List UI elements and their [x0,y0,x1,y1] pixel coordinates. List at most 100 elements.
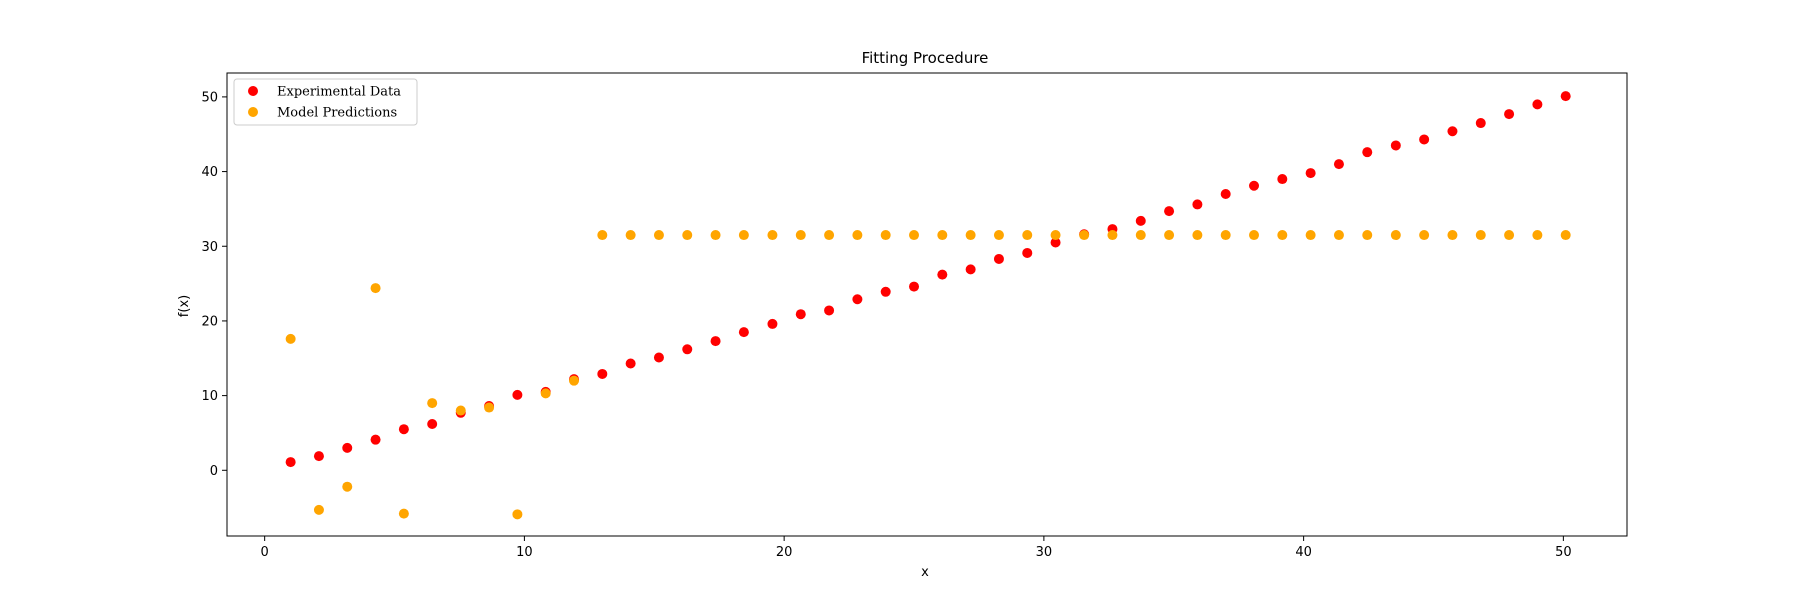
data-point [1022,230,1033,241]
x-tick-label: 30 [1036,545,1053,560]
legend: Experimental Data Model Predictions [233,78,418,126]
data-point [653,352,664,363]
data-point [313,504,324,515]
x-axis: 0 10 20 30 40 50 [261,536,1572,560]
y-tick-label: 50 [201,90,218,105]
data-point [342,481,353,492]
x-tick-label: 10 [516,545,533,560]
data-point [455,405,466,416]
data-point [1560,91,1571,102]
x-tick-label: 0 [261,545,269,560]
data-point [1164,206,1175,217]
data-point [1560,230,1571,241]
data-point [767,318,778,329]
data-point [398,508,409,519]
data-point [1305,168,1316,179]
legend-marker [248,86,258,96]
data-point [1277,230,1288,241]
x-tick-label: 20 [776,545,793,560]
y-tick-label: 20 [201,314,218,329]
data-point [880,230,891,241]
data-point [767,230,778,241]
data-point [795,309,806,320]
data-point [710,230,721,241]
data-point [1504,109,1515,120]
data-point [398,424,409,435]
data-point [342,442,353,453]
data-point [1532,230,1543,241]
data-point [1192,230,1203,241]
data-point [1220,188,1231,199]
data-point [993,230,1004,241]
data-point [965,230,976,241]
data-point [1447,230,1458,241]
y-tick-label: 10 [201,389,218,404]
data-point [370,434,381,445]
data-point [1305,230,1316,241]
legend-label: Experimental Data [277,85,401,100]
plot-area [226,72,1628,537]
data-point [427,398,438,409]
y-axis: 0 10 20 30 40 50 [201,90,227,479]
data-point [1532,99,1543,110]
data-point [1135,230,1146,241]
x-tick-label: 50 [1555,545,1572,560]
data-point [1107,230,1118,241]
data-point [909,230,920,241]
x-tick-label: 40 [1295,545,1312,560]
legend-label: Model Predictions [277,106,397,121]
data-point [1475,230,1486,241]
data-point [1419,134,1430,145]
x-axis-label: x [921,565,929,580]
data-point [512,389,523,400]
data-point [1050,237,1061,248]
data-point [1249,230,1260,241]
data-point [313,451,324,462]
data-point [1022,247,1033,258]
data-point [597,368,608,379]
data-point [1333,230,1344,241]
data-point [540,388,551,399]
data-point [710,336,721,347]
data-point [1333,159,1344,170]
chart-title: Fitting Procedure [862,49,989,67]
y-tick-label: 30 [201,240,218,255]
data-point [937,230,948,241]
data-point [1362,147,1373,158]
data-point [852,230,863,241]
data-point [625,358,636,369]
data-point [1475,118,1486,129]
data-point [682,344,693,355]
legend-marker [248,107,258,117]
data-point [1220,230,1231,241]
data-point [1164,230,1175,241]
data-point [852,294,863,305]
data-point [625,230,636,241]
data-point [824,230,835,241]
data-point [1050,230,1061,241]
data-point [597,230,608,241]
data-point [1079,230,1090,241]
data-point [738,230,749,241]
data-point [285,333,296,344]
data-point [1277,174,1288,185]
series-0 [285,91,1571,468]
data-point [1419,230,1430,241]
data-point [993,253,1004,264]
data-point [1135,215,1146,226]
plot-frame [226,72,1628,537]
data-point [1192,199,1203,210]
data-point [1390,140,1401,151]
data-point [682,230,693,241]
data-point [937,269,948,280]
data-point [1447,126,1458,137]
data-point [1362,230,1373,241]
data-point [653,230,664,241]
y-tick-label: 40 [201,165,218,180]
data-point [1390,230,1401,241]
data-point [824,305,835,316]
data-point [285,457,296,468]
y-tick-label: 0 [210,464,218,479]
data-point [512,509,523,520]
